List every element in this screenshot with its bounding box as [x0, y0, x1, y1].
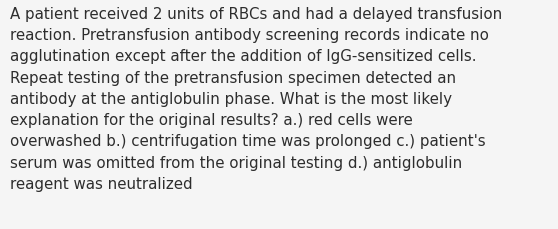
Text: A patient received 2 units of RBCs and had a delayed transfusion
reaction. Pretr: A patient received 2 units of RBCs and h…	[10, 7, 502, 191]
